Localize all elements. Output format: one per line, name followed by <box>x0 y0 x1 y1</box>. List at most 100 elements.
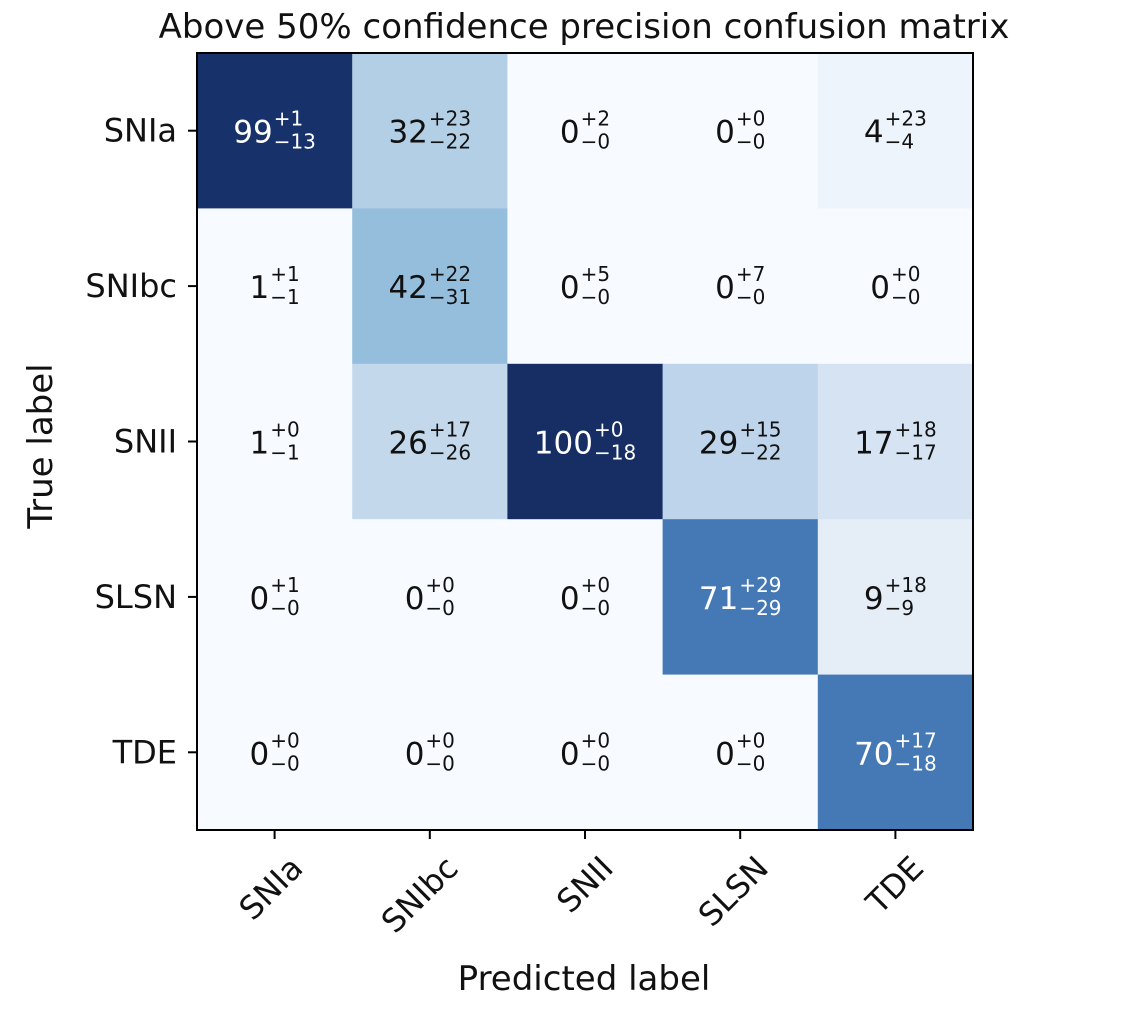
heatmap-cell-snii-snii <box>507 363 664 520</box>
cell-value-label: 0 <box>560 736 580 772</box>
cell-value-label: 99 <box>233 115 272 151</box>
cell-upper-error: +18 <box>885 573 927 597</box>
cell-upper-error: +0 <box>581 728 610 752</box>
cell-upper-error: +23 <box>429 107 471 131</box>
cell-upper-error: +17 <box>895 728 937 752</box>
cell-value-label: 100 <box>534 426 593 462</box>
x-tick-label-snibc: SNIbc <box>374 849 466 941</box>
cell-value-label: 4 <box>864 115 884 151</box>
cell-upper-error: +22 <box>429 262 471 286</box>
x-tick-label-slsn: SLSN <box>691 849 776 934</box>
cell-upper-error: +7 <box>736 262 765 286</box>
heatmap-cell-snibc-snii <box>507 208 664 365</box>
cell-value-label: 0 <box>715 736 735 772</box>
cell-upper-error: +15 <box>739 418 781 442</box>
cell-lower-error: −13 <box>274 130 316 154</box>
cell-value-label: 0 <box>405 736 425 772</box>
heatmap-cell-slsn-slsn <box>662 519 819 676</box>
cell-lower-error: −0 <box>425 596 454 620</box>
heatmap-cell-tde-snia <box>197 674 353 831</box>
heatmap-cell-tde-snibc <box>352 674 508 831</box>
cell-value-label: 0 <box>715 270 735 306</box>
cell-lower-error: −17 <box>895 441 937 465</box>
cell-upper-error: +1 <box>274 107 303 131</box>
heatmap-cell-slsn-snia <box>197 519 353 676</box>
heatmap-cell-tde-snii <box>507 674 664 831</box>
cell-lower-error: −31 <box>429 285 471 309</box>
cell-lower-error: −0 <box>736 285 765 309</box>
cell-lower-error: −0 <box>736 130 765 154</box>
heatmap-cell-snibc-tde <box>817 208 974 365</box>
cell-value-label: 0 <box>249 736 269 772</box>
cell-upper-error: +1 <box>270 573 299 597</box>
cell-lower-error: −0 <box>581 130 610 154</box>
heatmap-cell-snii-snia <box>197 363 353 520</box>
y-tick-label-slsn: SLSN <box>95 578 177 616</box>
heatmap-cell-slsn-snii <box>507 519 664 676</box>
y-tick-label-tde: TDE <box>112 733 177 771</box>
cell-lower-error: −4 <box>885 130 914 154</box>
cell-upper-error: +23 <box>885 107 927 131</box>
x-tick-label-snia: SNIa <box>232 849 311 928</box>
cell-lower-error: −0 <box>736 751 765 775</box>
heatmap-cell-tde-slsn <box>662 674 819 831</box>
cell-value-label: 0 <box>560 270 580 306</box>
heatmap-cell-snii-snibc <box>352 363 508 520</box>
y-tick-label-snia: SNIa <box>104 112 177 150</box>
cell-lower-error: −0 <box>581 751 610 775</box>
cell-upper-error: +2 <box>581 107 610 131</box>
heatmap-cells <box>197 53 974 831</box>
cell-value-label: 0 <box>560 115 580 151</box>
cell-lower-error: −18 <box>895 751 937 775</box>
heatmap-cell-snibc-slsn <box>662 208 819 365</box>
cell-lower-error: −0 <box>270 751 299 775</box>
cell-lower-error: −0 <box>581 596 610 620</box>
cell-upper-error: +1 <box>270 262 299 286</box>
heatmap-cell-snia-tde <box>817 53 974 209</box>
heatmap-cell-snibc-snibc <box>352 208 508 365</box>
cell-value-label: 1 <box>249 426 269 462</box>
x-axis-label: Predicted label <box>458 959 711 999</box>
cell-upper-error: +0 <box>594 418 623 442</box>
cell-value-label: 17 <box>854 426 893 462</box>
y-tick-label-snii: SNII <box>114 423 177 461</box>
y-axis-label: True label <box>21 363 61 529</box>
cell-upper-error: +29 <box>739 573 781 597</box>
cell-value-label: 0 <box>249 581 269 617</box>
cell-lower-error: −0 <box>581 285 610 309</box>
heatmap-cell-snii-tde <box>817 363 974 520</box>
cell-upper-error: +0 <box>425 573 454 597</box>
x-tick-label-tde: TDE <box>858 849 931 922</box>
cell-value-label: 0 <box>560 581 580 617</box>
heatmap-cell-tde-tde <box>817 674 974 831</box>
cell-upper-error: +0 <box>736 728 765 752</box>
heatmap-cell-snibc-snia <box>197 208 353 365</box>
cell-upper-error: +0 <box>581 573 610 597</box>
cell-lower-error: −0 <box>425 751 454 775</box>
chart-title: Above 50% confidence precision confusion… <box>159 7 1010 47</box>
cell-lower-error: −26 <box>429 441 471 465</box>
cell-value-label: 9 <box>864 581 884 617</box>
cell-upper-error: +0 <box>891 262 920 286</box>
cell-upper-error: +18 <box>895 418 937 442</box>
heatmap-cell-snia-slsn <box>662 53 819 209</box>
cell-value-label: 42 <box>388 270 427 306</box>
cell-value-labels: 99 +1−13 32 +23−22 0 +2−0 0 +0−0 4 +23−41 +1−1 42 +2… <box>233 107 936 776</box>
x-tick-label-snii: SNII <box>549 849 621 921</box>
cell-value-label: 0 <box>870 270 890 306</box>
cell-upper-error: +0 <box>270 418 299 442</box>
cell-lower-error: −9 <box>885 596 914 620</box>
cell-value-label: 0 <box>715 115 735 151</box>
cell-lower-error: −1 <box>270 441 299 465</box>
cell-value-label: 70 <box>854 736 893 772</box>
heatmap-cell-snia-snii <box>507 53 664 209</box>
cell-upper-error: +0 <box>270 728 299 752</box>
heatmap-cell-slsn-snibc <box>352 519 508 676</box>
cell-upper-error: +17 <box>429 418 471 442</box>
heatmap-cell-snii-slsn <box>662 363 819 520</box>
cell-value-label: 26 <box>388 426 427 462</box>
cell-lower-error: −0 <box>270 596 299 620</box>
cell-lower-error: −1 <box>270 285 299 309</box>
